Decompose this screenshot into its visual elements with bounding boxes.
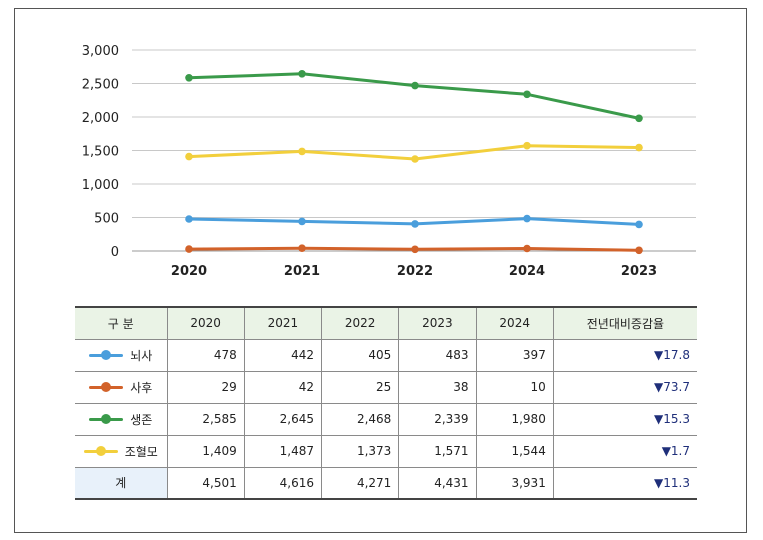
- y-tick-label: 2,000: [82, 111, 119, 126]
- data-point: [523, 141, 531, 150]
- change-cell: ▼1.7: [552, 435, 697, 468]
- change-cell: ▼73.7: [552, 371, 697, 404]
- value-cell: 2,339: [398, 403, 477, 436]
- table-row: 조혈모 1,409 1,487 1,373 1,571 1,544 ▼1.7: [75, 435, 697, 468]
- value-cell: 405: [321, 339, 399, 372]
- header-cell: 2023: [398, 306, 477, 340]
- data-point: [411, 245, 419, 254]
- header-category: 구 분: [75, 306, 167, 340]
- y-tick-label: 1,000: [82, 178, 119, 193]
- x-tick-label: 2021: [284, 264, 320, 279]
- legend-swatch: [89, 414, 124, 424]
- value-cell: 4,501: [166, 467, 245, 500]
- value-cell: 25: [321, 371, 399, 404]
- data-point: [411, 81, 419, 90]
- value-cell: 29: [166, 371, 245, 404]
- data-point: [298, 217, 306, 226]
- value-cell: 4,616: [243, 467, 322, 500]
- data-point: [635, 246, 643, 255]
- y-tick-label: 2,500: [82, 78, 119, 93]
- value-cell: 1,487: [243, 435, 322, 468]
- change-cell: ▼11.3: [552, 467, 697, 500]
- value-cell: 42: [243, 371, 322, 404]
- data-point: [185, 245, 193, 253]
- row-label-cell: 계: [75, 467, 167, 500]
- data-point: [411, 155, 419, 163]
- value-cell: 483: [398, 339, 477, 372]
- data-point: [298, 244, 306, 252]
- value-cell: 10: [475, 371, 554, 404]
- x-tick-label: 2022: [397, 264, 433, 279]
- row-label-cell: 생존: [75, 403, 167, 436]
- data-point: [185, 74, 193, 82]
- y-tick-label: 0: [111, 245, 119, 260]
- y-tick-label: 3,000: [82, 44, 119, 59]
- legend-swatch: [89, 382, 124, 392]
- change-cell: ▼17.8: [552, 339, 697, 372]
- data-point: [523, 90, 531, 99]
- total-row: 계 4,501 4,616 4,271 4,431 3,931 ▼11.3: [75, 467, 697, 500]
- value-cell: 4,271: [321, 467, 399, 500]
- value-cell: 397: [475, 339, 554, 372]
- header-cell: 2020: [166, 306, 245, 340]
- value-cell: 2,468: [321, 403, 399, 436]
- value-cell: 2,645: [243, 403, 322, 436]
- value-cell: 1,571: [398, 435, 477, 468]
- data-point: [635, 143, 643, 152]
- table-row: 뇌사 478 442 405 483 397 ▼17.8: [75, 339, 697, 372]
- line-chart: 3,000 2,500 2,000 1,500 1,000 500 0 2020 2021 202…: [82, 44, 696, 279]
- row-label: 조혈모: [124, 444, 158, 459]
- y-tick-label: 1,500: [82, 145, 119, 160]
- row-label-cell: 사후: [75, 371, 167, 404]
- value-cell: 478: [166, 339, 245, 372]
- header-cell: 2022: [321, 306, 399, 340]
- data-point: [411, 220, 419, 228]
- data-point: [635, 220, 643, 229]
- row-label-cell: 뇌사: [75, 339, 167, 372]
- data-point: [298, 70, 306, 78]
- data-point: [523, 244, 531, 253]
- data-point: [185, 215, 193, 223]
- data-point: [523, 214, 531, 223]
- legend-swatch: [83, 446, 118, 456]
- value-cell: 1,409: [166, 435, 245, 468]
- table-header-row: 구 분 2020 2021 2022 2023 2024 전년대비증감율: [75, 306, 697, 340]
- x-tick-label: 2020: [171, 264, 207, 279]
- value-cell: 1,544: [475, 435, 554, 468]
- data-table: 구 분 2020 2021 2022 2023 2024 전년대비증감율 뇌사 478 442 4…: [75, 306, 697, 500]
- row-label: 뇌사: [130, 348, 153, 363]
- data-point: [635, 114, 643, 123]
- header-cell: 2024: [475, 306, 554, 340]
- data-point: [298, 147, 306, 156]
- value-cell: 1,373: [321, 435, 399, 468]
- value-cell: 38: [398, 371, 477, 404]
- row-label-cell: 조혈모: [75, 435, 167, 468]
- header-cell: 전년대비증감율: [552, 306, 697, 340]
- x-tick-label: 2024: [509, 264, 545, 279]
- row-label: 생존: [130, 412, 153, 427]
- table-row: 사후 29 42 25 38 10 ▼73.7: [75, 371, 697, 404]
- series-line-3: [187, 72, 641, 120]
- x-tick-label: 2023: [621, 264, 657, 279]
- value-cell: 442: [243, 339, 322, 372]
- table-row: 생존 2,585 2,645 2,468 2,339 1,980 ▼15.3: [75, 403, 697, 436]
- value-cell: 2,585: [166, 403, 245, 436]
- row-label: 사후: [130, 380, 153, 395]
- value-cell: 3,931: [475, 467, 554, 500]
- change-cell: ▼15.3: [552, 403, 697, 436]
- header-cell: 2021: [243, 306, 322, 340]
- y-tick-label: 500: [94, 212, 119, 227]
- value-cell: 1,980: [475, 403, 554, 436]
- data-point: [185, 152, 193, 161]
- value-cell: 4,431: [398, 467, 477, 500]
- legend-swatch: [89, 350, 124, 360]
